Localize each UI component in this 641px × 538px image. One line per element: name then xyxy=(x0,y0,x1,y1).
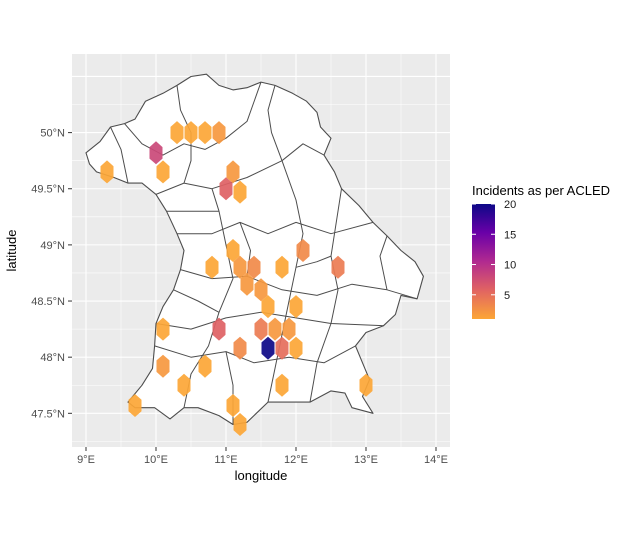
hex-bin xyxy=(275,255,289,279)
legend-tick-label: 20 xyxy=(504,199,516,211)
region-border xyxy=(267,160,304,403)
y-axis: 47.5°N 48°N 48.5°N 49°N 49.5°N 50°N xyxy=(31,128,72,420)
hex-bin xyxy=(240,272,254,296)
legend-title: Incidents as per ACLED xyxy=(472,183,610,198)
x-tick-label: 13°E xyxy=(354,454,378,466)
basemap-regions xyxy=(85,73,424,426)
hex-bin xyxy=(261,295,275,319)
hex-bin xyxy=(226,239,240,262)
region-border xyxy=(267,85,283,161)
hex-bin xyxy=(233,413,247,436)
hex-bin xyxy=(219,177,233,201)
hex-bin xyxy=(212,317,226,341)
legend-tick-label: 15 xyxy=(504,229,516,241)
region-border xyxy=(295,255,332,268)
x-tick-label: 11°E xyxy=(214,454,237,466)
region-outline xyxy=(85,73,424,426)
hex-bin xyxy=(247,255,261,279)
hex-bin xyxy=(233,255,247,279)
region-border xyxy=(379,235,388,290)
hex-bin xyxy=(177,373,191,397)
y-tick-label: 49.5°N xyxy=(31,184,65,196)
hex-bin xyxy=(233,336,247,360)
hex-bin xyxy=(289,336,303,360)
region-border xyxy=(124,81,262,156)
hex-bin xyxy=(282,317,296,341)
region-border xyxy=(173,289,220,313)
hex-bin xyxy=(233,180,247,204)
hex-bin xyxy=(212,121,226,145)
hex-bin xyxy=(254,278,268,302)
x-tick-label: 10°E xyxy=(144,454,168,466)
hex-bin xyxy=(226,160,240,184)
region-border xyxy=(110,126,129,184)
y-tick-label: 47.5°N xyxy=(31,408,65,420)
legend-ticks: 20 15 10 5 xyxy=(472,199,516,302)
hex-bin xyxy=(296,239,310,262)
region-border xyxy=(154,345,356,364)
region-border xyxy=(309,188,342,403)
hex-bin xyxy=(149,141,163,165)
hex-bin xyxy=(268,317,282,341)
hex-bin xyxy=(359,373,373,397)
hex-bin xyxy=(275,373,289,397)
region-border xyxy=(183,188,234,408)
hex-bin xyxy=(100,160,114,184)
hex-bin xyxy=(289,295,303,319)
y-axis-title: latitude xyxy=(4,230,19,272)
hexbin-layer xyxy=(100,121,373,436)
legend-colorbar xyxy=(472,204,495,319)
hex-bin xyxy=(184,121,198,145)
x-tick-label: 14°E xyxy=(424,454,448,466)
hex-bin xyxy=(261,336,275,360)
hex-bin xyxy=(226,394,240,417)
hex-bin xyxy=(128,394,142,417)
x-axis-title: longitude xyxy=(235,468,288,483)
legend-tick-label: 5 xyxy=(504,290,510,302)
hex-bin xyxy=(198,354,212,378)
y-tick-label: 48°N xyxy=(40,352,65,364)
hex-bin xyxy=(275,336,289,360)
hex-bin xyxy=(254,317,268,341)
legend: Incidents as per ACLED 20 15 10 5 xyxy=(472,183,610,319)
region-border xyxy=(180,269,418,300)
x-tick-label: 12°E xyxy=(284,454,308,466)
y-tick-label: 49°N xyxy=(40,240,65,252)
legend-tick-label: 10 xyxy=(504,260,516,272)
x-tick-label: 9°E xyxy=(77,454,95,466)
hex-bin xyxy=(156,317,170,341)
region-border xyxy=(177,221,374,235)
x-axis: 9°E 10°E 11°E 12°E 13°E 14°E xyxy=(77,447,448,466)
y-tick-label: 50°N xyxy=(40,128,65,140)
y-tick-label: 48.5°N xyxy=(31,296,65,308)
hex-bin xyxy=(331,255,345,279)
hex-bin xyxy=(156,160,170,184)
hex-bin xyxy=(198,121,212,145)
hex-bin xyxy=(205,255,219,279)
hex-bin xyxy=(156,354,170,378)
hex-bin xyxy=(170,121,184,145)
